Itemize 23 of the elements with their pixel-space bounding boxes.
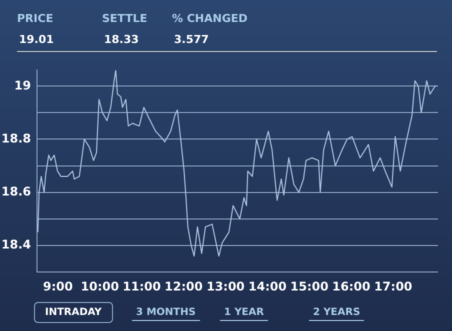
text: INTRADAY bbox=[34, 302, 113, 323]
x-tick-label: 9:00 bbox=[43, 279, 73, 294]
text: % CHANGED bbox=[172, 12, 248, 25]
text: PRICE bbox=[17, 12, 54, 25]
text: SETTLE bbox=[102, 12, 148, 25]
x-tick-label: 10:00 bbox=[80, 279, 119, 294]
text: 3 MONTHS bbox=[132, 305, 200, 321]
x-tick-label: 17:00 bbox=[374, 279, 412, 294]
y-tick-label: 18.6 bbox=[1, 184, 31, 198]
y-tick-label: 19 bbox=[14, 78, 31, 92]
x-tick-label: 12:00 bbox=[164, 279, 203, 294]
y-tick-label: 18.4 bbox=[1, 238, 31, 252]
x-tick-label: 16:00 bbox=[332, 279, 370, 294]
x-tick-label: 15:00 bbox=[290, 279, 328, 294]
text: 19.01 bbox=[19, 33, 54, 46]
text: 18.33 bbox=[104, 33, 139, 46]
text: 1 YEAR bbox=[220, 305, 268, 321]
y-tick-label: 18.8 bbox=[1, 131, 31, 146]
text: 3.577 bbox=[174, 33, 209, 46]
x-tick-label: 13:00 bbox=[206, 279, 245, 294]
text: 2 YEARS bbox=[309, 305, 364, 321]
x-tick-label: 11:00 bbox=[122, 279, 161, 294]
x-tick-label: 14:00 bbox=[248, 279, 287, 294]
